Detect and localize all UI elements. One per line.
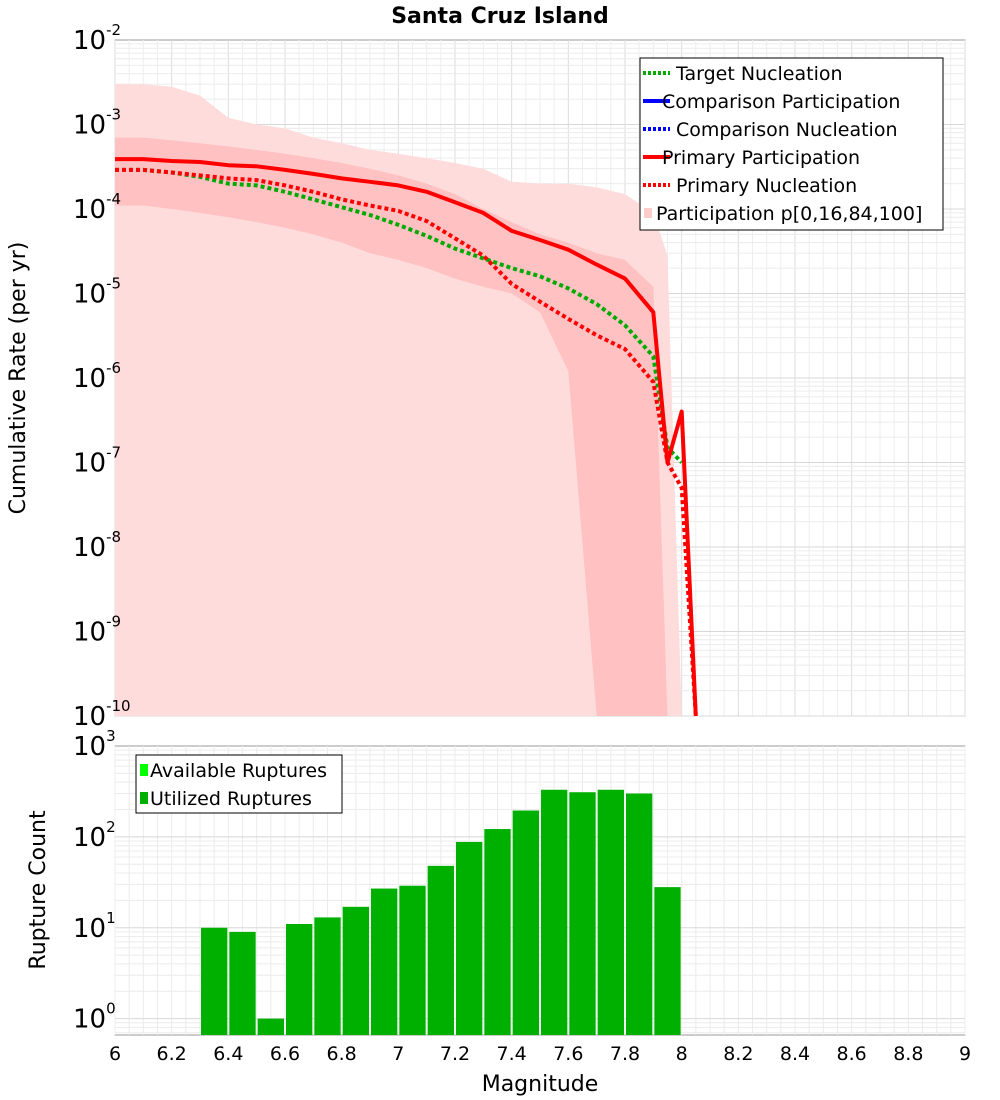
x-tick-label: 6.6 bbox=[270, 1043, 300, 1065]
rate-legend: Target Nucleation Comparison Participatio… bbox=[639, 57, 944, 231]
x-tick-label: 7.8 bbox=[610, 1043, 640, 1065]
x-tick-label: 6 bbox=[109, 1043, 121, 1065]
rate-panel: 10-2 10-3 10-4 10-5 10-6 10-7 10-8 10-9 10-10 Cu… bbox=[6, 21, 966, 732]
y-tick-label: 102 bbox=[73, 818, 116, 853]
x-tick-label: 7.2 bbox=[440, 1043, 470, 1065]
x-tick-label: 6.4 bbox=[213, 1043, 243, 1065]
x-tick-label: 8.4 bbox=[780, 1043, 810, 1065]
series-target-nucleation bbox=[115, 167, 684, 464]
x-tick-label: 6.2 bbox=[157, 1043, 187, 1065]
y-tick-label: 10-3 bbox=[73, 106, 121, 141]
legend-label: Primary Participation bbox=[662, 147, 860, 169]
bar bbox=[399, 885, 426, 1035]
legend-label: Comparison Nucleation bbox=[676, 119, 898, 141]
x-tick-label: 8.2 bbox=[723, 1043, 753, 1065]
legend-label: Participation p[0,16,84,100] bbox=[656, 203, 922, 225]
x-tick-label: 8.6 bbox=[837, 1043, 867, 1065]
x-tick-label: 6.8 bbox=[327, 1043, 357, 1065]
series-primary-participation bbox=[115, 157, 698, 717]
rate-bands bbox=[115, 84, 682, 717]
y-tick-label: 10-7 bbox=[73, 444, 121, 479]
legend-label: Primary Nucleation bbox=[676, 175, 857, 197]
legend-label: Comparison Participation bbox=[662, 91, 900, 113]
x-axis-label: Magnitude bbox=[482, 1072, 599, 1097]
y-tick-label: 10-6 bbox=[73, 359, 121, 394]
bar bbox=[569, 792, 596, 1035]
legend-label: Available Ruptures bbox=[150, 760, 327, 782]
legend-box bbox=[639, 57, 944, 231]
count-bars bbox=[201, 789, 681, 1035]
chart-title: Santa Cruz Island bbox=[391, 4, 609, 29]
y-tick-label: 10-2 bbox=[73, 21, 121, 56]
y-tick-label: 10-8 bbox=[73, 528, 121, 563]
x-tick-label: 9 bbox=[959, 1043, 971, 1065]
bar bbox=[342, 906, 369, 1035]
y-tick-label: 10-9 bbox=[73, 613, 121, 648]
series-primary-nucleation bbox=[115, 167, 698, 717]
rate-lines bbox=[115, 157, 698, 717]
bar bbox=[597, 789, 624, 1035]
bar bbox=[257, 1018, 284, 1035]
rate-y-ticks: 10-2 10-3 10-4 10-5 10-6 10-7 10-8 10-9 10-10 bbox=[73, 21, 131, 732]
count-panel: 103 102 101 100 6 6.2 6.4 6.6 6.8 7 7.2 7.4 7.6 7.8 8… bbox=[26, 727, 971, 1097]
bar bbox=[201, 927, 228, 1035]
y-tick-label: 10-10 bbox=[73, 697, 131, 732]
bar bbox=[371, 888, 398, 1035]
count-y-label: Rupture Count bbox=[26, 810, 51, 970]
band-p16-p84 bbox=[115, 137, 668, 717]
bar bbox=[654, 887, 681, 1035]
legend-box bbox=[135, 754, 343, 814]
bar bbox=[541, 789, 568, 1035]
rate-y-label: Cumulative Rate (per yr) bbox=[6, 242, 31, 515]
bar bbox=[427, 865, 454, 1035]
x-tick-label: 7.4 bbox=[497, 1043, 527, 1065]
x-tick-label: 7.6 bbox=[553, 1043, 583, 1065]
bar bbox=[314, 917, 341, 1035]
y-tick-label: 10-4 bbox=[73, 190, 121, 225]
legend-label: Target Nucleation bbox=[675, 63, 843, 85]
legend-swatch bbox=[644, 208, 652, 218]
bar bbox=[626, 793, 653, 1035]
legend-swatch bbox=[140, 792, 148, 804]
count-legend: Available Ruptures Utilized Ruptures bbox=[135, 754, 343, 814]
count-y-ticks: 103 102 101 100 bbox=[73, 727, 116, 1035]
bar bbox=[456, 841, 483, 1035]
x-tick-label: 8.8 bbox=[893, 1043, 923, 1065]
y-tick-label: 103 bbox=[73, 727, 116, 762]
bar bbox=[484, 829, 511, 1035]
legend-label: Utilized Ruptures bbox=[150, 788, 312, 810]
bar bbox=[229, 931, 256, 1035]
y-tick-label: 100 bbox=[73, 1000, 116, 1035]
bar bbox=[512, 810, 539, 1035]
bar bbox=[286, 923, 313, 1035]
y-tick-label: 10-5 bbox=[73, 275, 121, 310]
x-tick-label: 7 bbox=[392, 1043, 404, 1065]
x-tick-label: 8 bbox=[676, 1043, 688, 1065]
count-x-ticks: 6 6.2 6.4 6.6 6.8 7 7.2 7.4 7.6 7.8 8 8.2 8.4 8.6 8.8 9 bbox=[109, 1043, 971, 1065]
legend-swatch bbox=[140, 764, 148, 776]
y-tick-label: 101 bbox=[73, 909, 116, 944]
